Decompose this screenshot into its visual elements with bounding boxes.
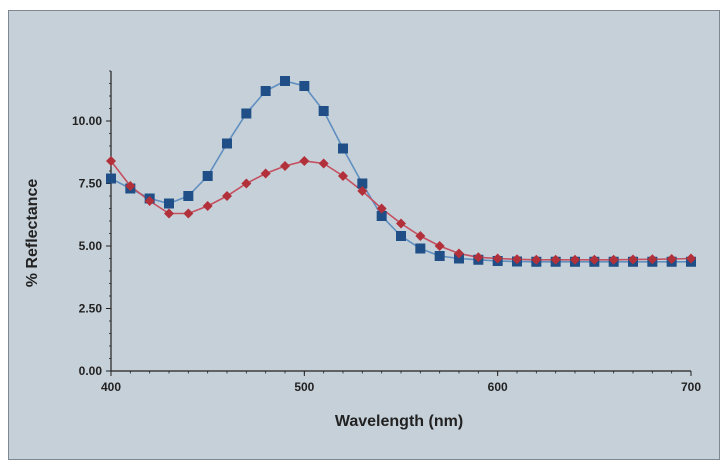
data-point-diamond <box>125 181 136 191</box>
y-tick-label: 7.50 <box>79 177 103 191</box>
data-point-diamond <box>531 254 542 265</box>
data-point-diamond <box>686 253 696 264</box>
data-point-diamond <box>608 254 619 265</box>
chart-frame: 0.00 2.50 5.00 7.50 10.00 400 500 600 700 Wavele… <box>8 10 720 460</box>
data-point-diamond <box>396 218 406 229</box>
data-point-diamond <box>492 253 503 264</box>
data-point-square <box>376 211 387 221</box>
data-point-diamond <box>376 203 387 214</box>
data-point-square <box>183 191 194 201</box>
data-point-diamond <box>589 254 600 265</box>
data-point-diamond <box>318 158 329 169</box>
y-tick-label: 0.00 <box>79 364 103 378</box>
data-point-diamond <box>473 252 484 263</box>
data-point-diamond <box>434 241 445 251</box>
data-point-square <box>260 86 271 96</box>
data-point-diamond <box>512 254 522 265</box>
data-point-diamond <box>628 254 638 265</box>
data-point-diamond <box>222 191 232 201</box>
data-point-square <box>164 198 174 209</box>
chart-axes: 0.00 2.50 5.00 7.50 10.00 400 500 600 700 <box>72 70 701 394</box>
data-point-square <box>396 231 406 241</box>
data-point-diamond <box>241 178 252 189</box>
data-point-square <box>338 143 348 154</box>
data-point-diamond <box>415 231 426 241</box>
data-point-diamond <box>338 171 348 181</box>
y-tick-label: 5.00 <box>79 239 103 253</box>
y-tick-label: 2.50 <box>79 302 103 316</box>
data-point-diamond <box>666 254 677 264</box>
data-point-square <box>202 171 213 181</box>
data-point-diamond <box>357 186 368 196</box>
data-point-diamond <box>144 196 155 206</box>
data-point-square <box>299 81 310 91</box>
data-point-square <box>434 251 445 261</box>
x-tick-label: 400 <box>101 380 121 394</box>
data-point-diamond <box>260 168 271 179</box>
y-axis-title: % Reflectance <box>24 179 41 288</box>
series-line-diamond <box>110 160 692 261</box>
data-point-square <box>106 173 116 184</box>
data-point-diamond <box>106 156 116 166</box>
data-point-diamond <box>550 254 561 265</box>
data-point-diamond <box>570 254 580 265</box>
x-tick-label: 500 <box>294 380 314 394</box>
data-point-diamond <box>183 208 194 219</box>
data-point-diamond <box>454 248 464 259</box>
data-point-diamond <box>202 201 213 211</box>
data-point-diamond <box>280 161 290 171</box>
x-tick-label: 600 <box>488 380 508 394</box>
y-tick-label: 10.00 <box>72 114 102 128</box>
data-point-diamond <box>164 208 174 219</box>
data-point-square <box>280 76 290 86</box>
data-point-square <box>357 178 368 189</box>
x-tick-label: 700 <box>681 380 701 394</box>
series-markers <box>106 76 696 267</box>
data-point-square <box>241 108 252 119</box>
x-axis-title: Wavelength (nm) <box>335 413 463 430</box>
data-point-diamond <box>299 156 310 166</box>
data-point-square <box>318 106 329 116</box>
data-point-square <box>415 243 426 254</box>
data-point-diamond <box>647 254 658 265</box>
reflectance-chart: 0.00 2.50 5.00 7.50 10.00 400 500 600 700 Wavele… <box>24 70 701 430</box>
data-point-square <box>222 138 232 149</box>
